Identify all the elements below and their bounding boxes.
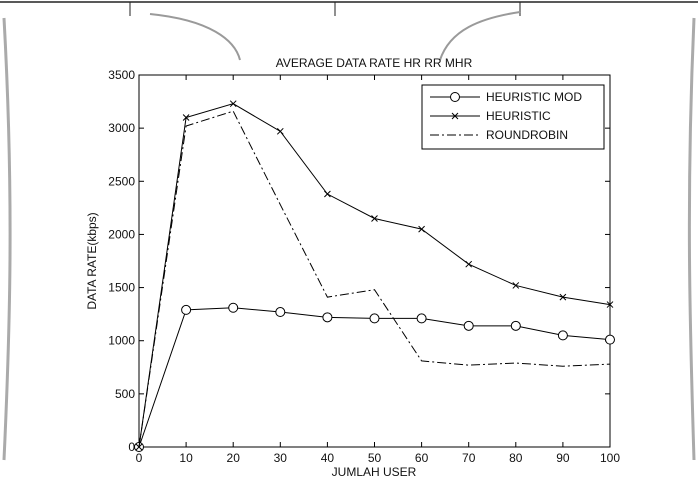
x-tick-label: 80 <box>509 451 523 465</box>
data-point-heuristic <box>182 114 190 121</box>
data-point-heuristic <box>276 127 284 135</box>
x-tick-label: 100 <box>600 451 620 465</box>
series-heuristic <box>135 100 614 451</box>
legend-label: HEURISTIC MOD <box>486 90 582 104</box>
data-point-heuristic-mod <box>369 313 380 324</box>
y-axis-label: DATA RATE(kbps) <box>85 212 99 309</box>
legend-marker <box>451 112 459 120</box>
data-point-heuristic-mod <box>510 320 521 331</box>
x-tick-label: 0 <box>136 451 143 465</box>
data-point-heuristic <box>418 225 425 233</box>
data-point-heuristic <box>559 293 567 301</box>
legend-label: HEURISTIC <box>486 109 551 123</box>
x-tick-label: 60 <box>415 451 429 465</box>
y-tick-label: 2000 <box>108 227 135 241</box>
legend-label: ROUNDROBIN <box>486 128 568 142</box>
x-tick-label: 90 <box>556 451 570 465</box>
x-tick-label: 40 <box>321 451 335 465</box>
data-point-heuristic-mod <box>322 312 333 323</box>
series-heuristic-mod <box>134 302 615 452</box>
series-roundrobin <box>138 110 611 448</box>
y-tick-label: 2500 <box>108 174 135 188</box>
series-line-heuristic-mod <box>138 307 611 448</box>
data-point-heuristic-mod <box>228 302 239 313</box>
x-axis: 0 10 20 30 40 50 60 70 80 90 100 <box>136 75 620 465</box>
x-tick-label: 20 <box>227 451 241 465</box>
x-tick-label: 10 <box>179 451 193 465</box>
y-tick-label: 1500 <box>108 281 135 295</box>
legend-entry-heuristic: HEURISTIC <box>430 109 551 123</box>
data-point-heuristic <box>512 282 520 289</box>
series-layer <box>134 100 615 452</box>
data-point-heuristic <box>229 100 237 108</box>
y-tick-label: 0 <box>128 440 135 454</box>
data-point-heuristic-mod <box>181 304 192 315</box>
data-point-heuristic-mod <box>605 334 615 345</box>
series-line-heuristic <box>138 103 611 448</box>
y-axis: 0 500 1000 1500 2000 2500 3000 3500 <box>108 68 610 454</box>
data-point-heuristic-mod <box>463 320 474 331</box>
y-tick-label: 3000 <box>108 121 135 135</box>
y-tick-label: 500 <box>115 387 135 401</box>
legend-entry-roundrobin: ROUNDROBIN <box>430 128 568 142</box>
legend: HEURISTIC MOD HEURISTIC ROUNDROBIN <box>421 84 605 150</box>
data-point-heuristic <box>371 215 378 222</box>
data-point-heuristic <box>606 301 614 308</box>
y-tick-label: 1000 <box>108 334 135 348</box>
data-point-heuristic-mod <box>416 313 427 324</box>
scan-border-artifacts <box>0 1 698 461</box>
data-point-heuristic-mod <box>557 330 568 341</box>
y-tick-label: 3500 <box>108 68 135 82</box>
data-point-heuristic-mod <box>275 307 286 318</box>
series-line-roundrobin <box>138 110 611 448</box>
chart-title: AVERAGE DATA RATE HR RR MHR <box>276 56 473 70</box>
x-axis-label: JUMLAH USER <box>332 465 417 479</box>
x-tick-label: 70 <box>462 451 476 465</box>
x-tick-label: 50 <box>368 451 382 465</box>
data-point-heuristic <box>324 190 331 198</box>
legend-marker <box>450 92 460 102</box>
data-point-heuristic <box>465 260 473 268</box>
x-tick-label: 30 <box>274 451 288 465</box>
legend-entry-heuristic-mod: HEURISTIC MOD <box>430 90 582 104</box>
